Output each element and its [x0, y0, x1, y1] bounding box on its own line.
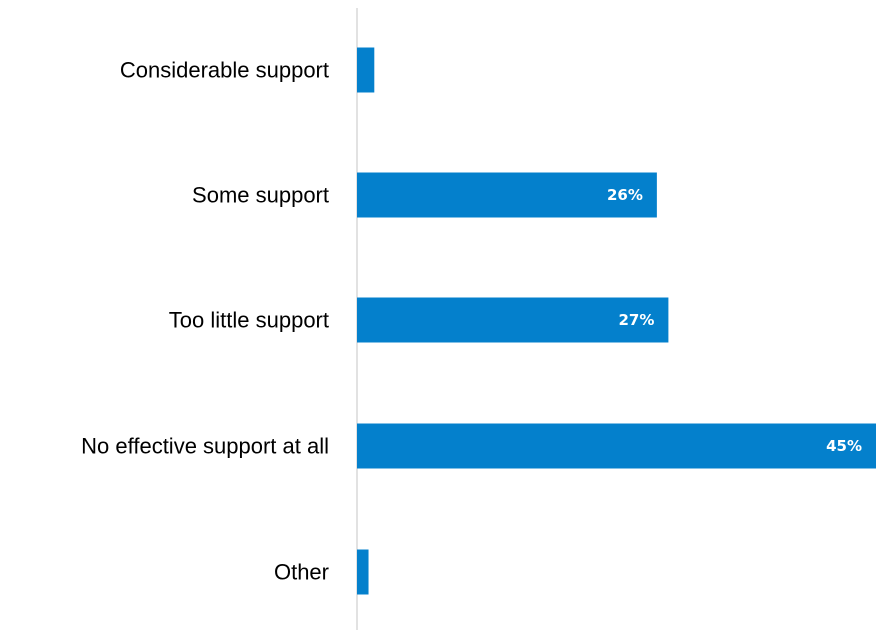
category-label-too-little-support: Too little support — [169, 308, 329, 333]
labels-layer: Considerable support Some support 26% Too l… — [81, 58, 862, 585]
category-label-no-effective-support-at-all: No effective support at all — [81, 434, 329, 459]
category-label-some-support: Some support — [192, 183, 329, 208]
bar-some-support — [357, 172, 657, 218]
bar-considerable-support — [357, 47, 375, 93]
value-label-some-support: 26% — [607, 186, 643, 204]
category-label-considerable-support: Considerable support — [120, 58, 329, 83]
value-label-no-effective-support-at-all: 45% — [826, 437, 862, 455]
bar-no-effective-support-at-all — [357, 423, 876, 469]
bar-too-little-support — [357, 297, 669, 343]
bars-layer — [357, 47, 876, 595]
value-label-too-little-support: 27% — [618, 311, 654, 329]
category-label-other: Other — [274, 560, 329, 585]
bar-other — [357, 549, 369, 595]
